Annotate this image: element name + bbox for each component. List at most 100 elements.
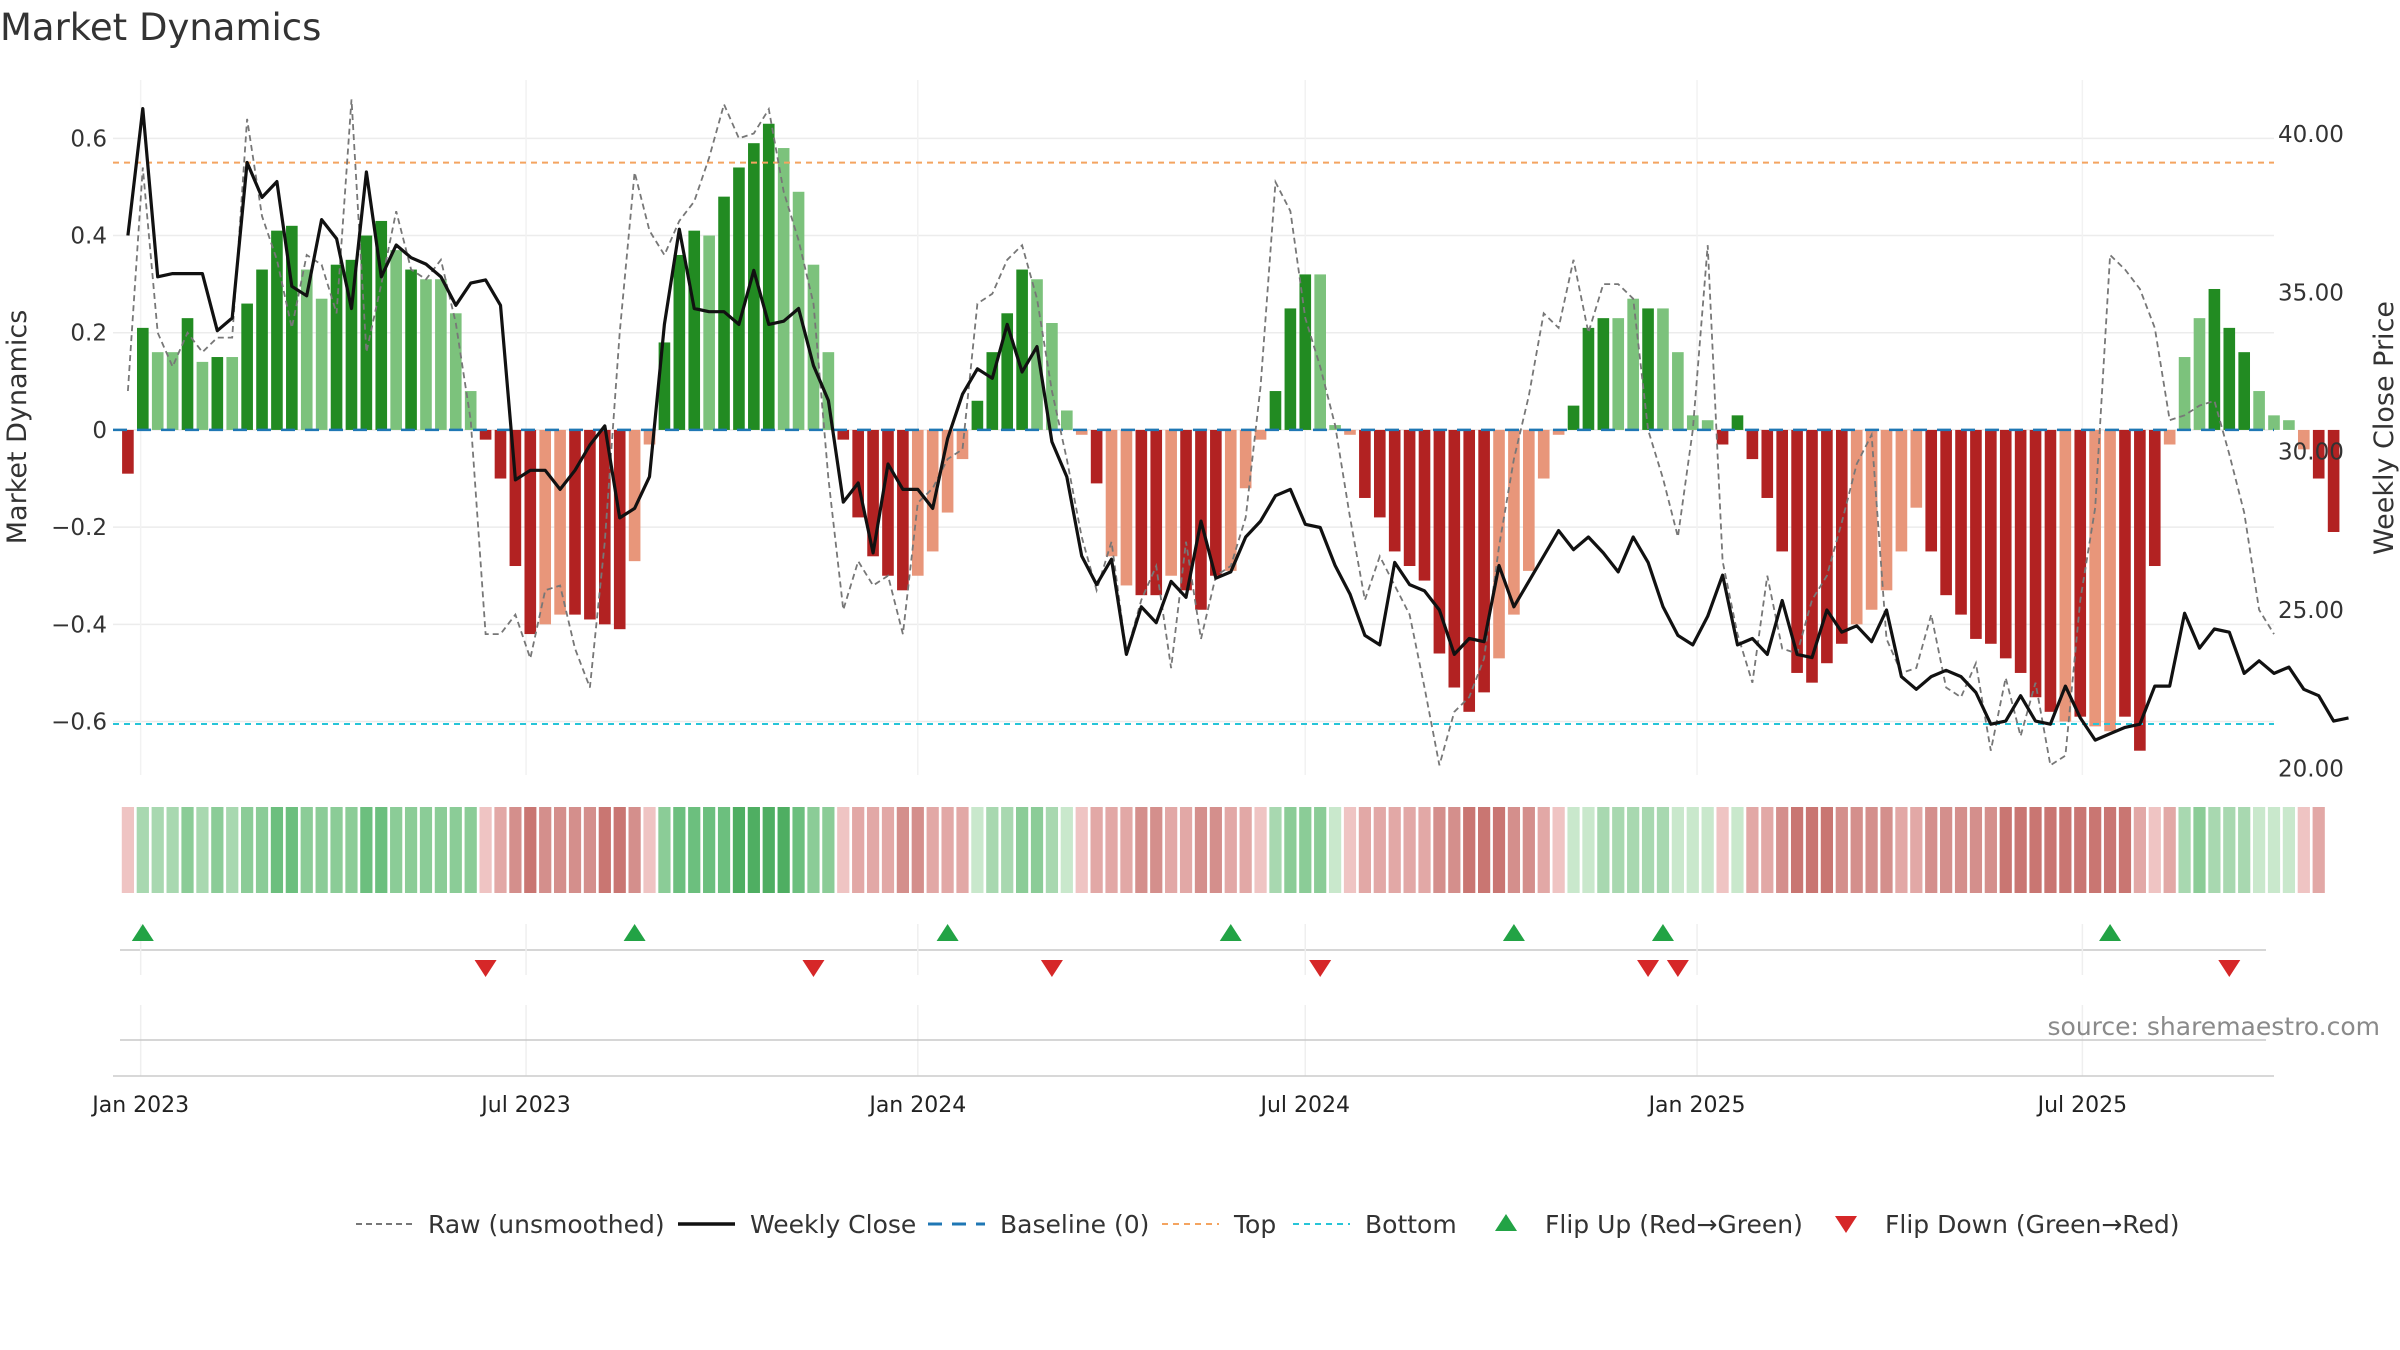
heat-strip-cell [1209,807,1222,893]
source-credit: source: sharemaestro.com [2047,1012,2381,1041]
heat-strip-cell [1627,807,1640,893]
heat-strip-cell [1612,807,1625,893]
dynamics-bar [1388,429,1401,552]
dynamics-bar [2014,429,2027,673]
dynamics-bar [1284,308,1297,430]
dynamics-bar [554,429,566,615]
dynamics-bar [1970,429,1982,639]
dynamics-bar [882,429,894,576]
heat-strip-cell [2118,807,2132,893]
dynamics-bar [1880,429,1893,591]
heat-strip-cell [390,807,403,893]
dynamics-bars [122,123,2340,751]
dynamics-bar [375,220,388,430]
heat-strip-cell [1179,807,1193,893]
heat-strip-cell [1895,807,1908,893]
dynamics-bar [181,318,194,430]
dynamics-bar [1105,429,1118,557]
dynamics-bar [599,429,611,625]
dynamics-bar [941,429,954,513]
heat-strip-cell [2193,807,2206,893]
dynamics-bar [1910,429,1923,508]
heat-strip-cell [1239,807,1252,893]
heat-strip-cell [881,807,895,893]
dynamics-bar [1090,429,1103,484]
dynamics-bar [1075,429,1088,435]
dynamics-bar [136,327,149,430]
dynamics-bar [524,429,537,635]
heat-strip-cell [941,807,954,893]
legend: Raw (unsmoothed) Weekly Close Baseline (0)… [356,1210,2180,1239]
heat-strip-cell [1224,807,1237,893]
heat-strip-cell [1597,807,1610,893]
dynamics-bar [1821,429,1833,664]
heat-strip-cell [1314,807,1327,893]
dynamics-bar [1865,429,1878,610]
heat-strip-cell [539,807,552,893]
heat-strip-cell [1999,807,2012,893]
dynamics-bar [822,352,835,430]
heat-strip-cell [136,807,149,893]
dynamics-bar [1642,308,1654,430]
heat-strip-cell [270,807,284,893]
heat-strip-cell [464,807,477,893]
dynamics-bar [613,429,626,630]
dynamics-bar [1597,318,1610,430]
flip-up-marker [623,924,646,941]
heat-strip-cell [1746,807,1759,893]
heat-strip-cell [226,807,239,893]
heat-strip-cell [479,807,492,893]
y-tick-right: 30.00 [2278,439,2344,465]
dynamics-bar [911,429,924,576]
dynamics-bar [464,391,477,430]
heat-strip-cell [1463,807,1476,893]
heat-strip-cell [2044,807,2057,893]
heat-strip-cell [1403,807,1416,893]
dynamics-bar [628,429,641,562]
dynamics-bar [852,429,864,518]
dynamics-bar [1761,429,1774,498]
heat-strip-cell [926,807,939,893]
heat-strip-cell [598,807,611,893]
heat-strip-cell [2148,807,2161,893]
heat-strip-cell [792,807,805,893]
heat-strip-cell [628,807,641,893]
dynamics-bar [2163,429,2176,445]
flip-down-marker [1666,960,1689,977]
heat-strip-cell [1969,807,1983,893]
heat-strip-cell [404,807,418,893]
heat-strip-cell [911,807,924,893]
dynamics-bar [271,230,283,430]
dynamics-bar [1537,429,1550,479]
heat-strip-cell [1567,807,1580,893]
heat-strip-cell [2297,807,2310,893]
dynamics-bar [643,429,656,445]
heat-strip-cell [673,807,686,893]
dynamics-bar [2029,429,2042,698]
dynamics-bar [2089,429,2101,727]
dynamics-bar [2253,391,2265,430]
raw-series-line [127,99,2275,767]
heat-strip-cell [181,807,194,893]
heat-strip-cell [1165,807,1178,893]
flip-down-marker [802,960,825,977]
heat-strip-cell [1030,807,1044,893]
dynamics-bar [926,429,939,552]
flip-down-marker [1040,960,1063,977]
dynamics-bar [151,352,164,430]
dynamics-bar [1850,429,1863,625]
dynamics-bar [807,264,820,430]
heat-strip-cell [434,807,447,893]
dynamics-bar [122,429,134,474]
heat-strip-cell [1552,807,1565,893]
heat-strip-cell [1388,807,1401,893]
x-tick-label: Jul 2023 [479,1093,571,1118]
legend-flip-down-swatch [1835,1216,1857,1233]
heat-strip-cell [360,807,373,893]
dynamics-bar [1955,429,1967,615]
dynamics-bar [1508,429,1520,615]
dynamics-bar [211,357,224,430]
heat-strip-cell [2178,807,2191,893]
dynamics-bar [2074,429,2087,717]
